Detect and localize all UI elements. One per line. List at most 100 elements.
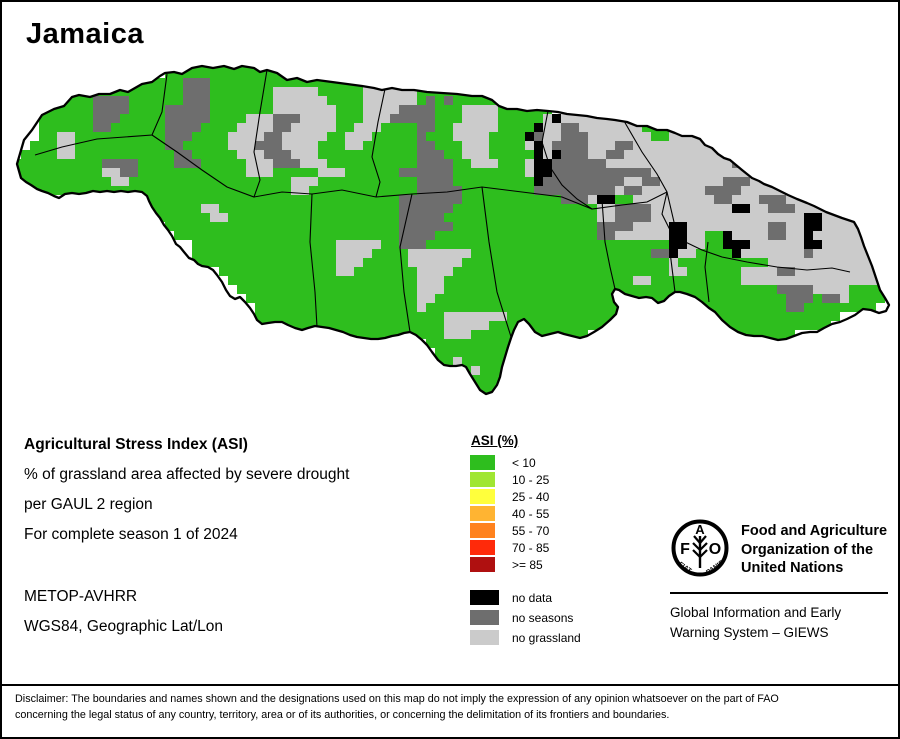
asi-raster-run [39,105,93,114]
fao-divider [670,592,888,594]
legend-row: 25 - 40 [470,489,581,504]
asi-raster-run [336,240,381,249]
asi-raster-run [723,231,732,240]
legend-swatch [470,540,495,555]
asi-raster-run [210,87,273,96]
asi-raster-run [93,123,111,132]
asi-raster-run [732,195,759,204]
asi-raster-run [336,105,363,114]
asi-raster-run [363,141,417,150]
asi-raster-run [768,222,786,231]
asi-raster-run [606,159,732,168]
asi-raster-run [417,267,453,276]
asi-raster-run [714,195,732,204]
asi-raster-run [561,123,579,132]
asi-raster-run [453,96,516,105]
asi-raster-run [381,123,417,132]
asi-raster-run [849,294,885,303]
asi-raster-run [633,276,651,285]
asi-raster-run [183,96,210,105]
asi-raster-run [777,267,795,276]
asi-raster-run [804,303,876,312]
asi-raster-run [435,114,462,123]
asi-raster-run [138,159,174,168]
asi-raster-run [426,96,435,105]
asi-raster-run [804,231,813,240]
asi-raster-run [147,204,201,213]
asi-raster-run [786,294,813,303]
disclaimer: Disclaimer: The boundaries and names sho… [15,693,779,721]
asi-raster-run [102,168,120,177]
asi-raster-run [75,150,174,159]
legend-rows: < 10 10 - 25 25 - 40 40 - 55 55 - 70 70 - 85 >… [470,455,581,645]
asi-raster-run [669,231,687,240]
asi-raster-run [264,150,291,159]
asi-raster-run [849,285,885,294]
asi-raster-run [678,249,696,258]
asi-raster-run [543,132,561,141]
asi-raster-run [120,114,165,123]
asi-raster-run [534,159,552,168]
asi-raster-run [543,177,624,186]
asi-raster-run [687,231,705,240]
asi-raster-run [534,150,543,159]
asi-raster-run [417,177,453,186]
asi-raster-run [426,240,669,249]
parish-boundary [666,191,676,293]
asi-raster-run [426,132,453,141]
asi-raster-run [669,258,678,267]
asi-raster-run [669,240,687,249]
asi-raster-run [651,132,669,141]
asi-raster-run [273,114,300,123]
giews-name: Global Information and Early Warning Sys… [670,605,842,640]
asi-raster-run [264,132,282,141]
asi-raster-run [471,375,507,384]
asi-raster-run [561,150,588,159]
asi-raster-run [759,195,786,204]
asi-raster-run [201,123,237,132]
parish-boundary [253,69,268,198]
asi-raster-run [462,141,489,150]
asi-raster-run [642,177,660,186]
asi-raster-run [642,186,705,195]
asi-raster-run [444,312,507,321]
asi-raster-run [57,141,75,150]
asi-raster-run [732,231,768,240]
page-title: Jamaica [26,18,144,50]
asi-raster-run [417,96,426,105]
asi-raster-run [507,312,840,321]
asi-raster-run [462,195,561,204]
legend-title: ASI (%) [471,433,519,448]
asi-raster-run [30,141,57,150]
legend-row: 70 - 85 [470,540,581,555]
asi-raster-run [543,114,552,123]
legend-label: < 10 [512,455,536,470]
fao-org-name: Food and Agriculture Organization of the… [741,523,888,576]
asi-raster-run [219,204,399,213]
asi-raster-run [183,87,210,96]
asi-raster-run [462,258,669,267]
asi-raster-run [336,258,363,267]
asi-raster-run [273,87,318,96]
projection-label: WGS84, Geographic Lat/Lon [24,618,224,635]
asi-raster-run [471,249,651,258]
asi-raster-run [228,213,399,222]
asi-raster-run [588,195,597,204]
asi-raster-run [786,222,804,231]
asi-raster-run [696,249,732,258]
asi-raster-run [336,249,372,258]
asi-raster-run [273,168,318,177]
asi-raster-run [624,177,642,186]
asi-raster-run [417,276,444,285]
asi-raster-run [336,114,363,123]
asi-raster-run [687,240,705,249]
legend-row: no data [470,590,581,605]
asi-raster-run [444,285,777,294]
asi-raster-run [453,222,597,231]
asi-raster-run [489,141,525,150]
asi-raster-run [165,114,210,123]
legend-label: 40 - 55 [512,506,550,521]
asi-raster-run [534,177,543,186]
asi-raster-run [111,177,129,186]
